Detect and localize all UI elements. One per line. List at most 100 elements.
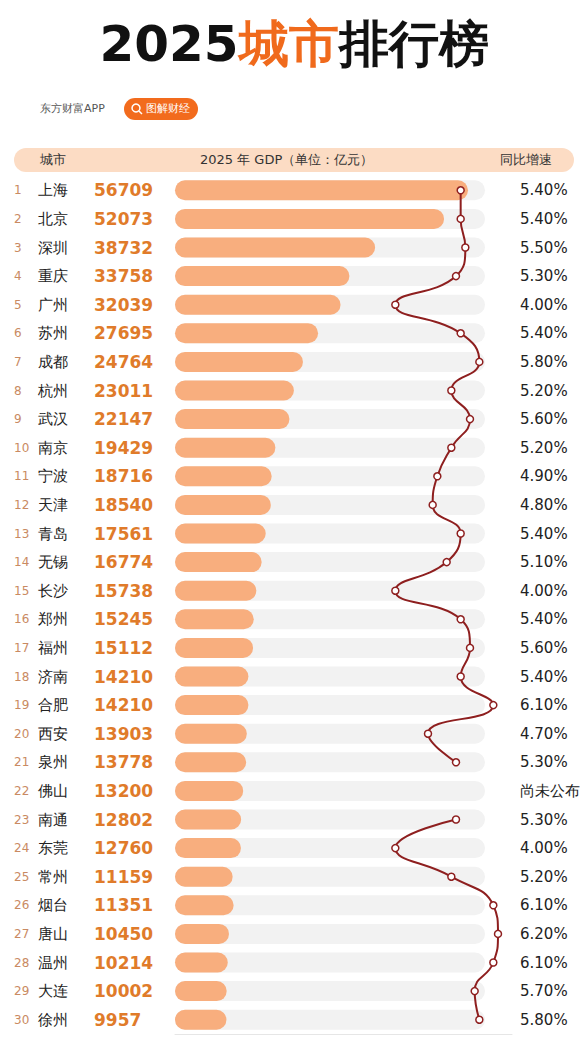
svg-text:5.80%: 5.80%	[520, 353, 568, 371]
svg-text:13778: 13778	[94, 752, 153, 772]
svg-text:5.30%: 5.30%	[520, 811, 568, 829]
svg-text:23011: 23011	[94, 381, 153, 401]
svg-text:5.30%: 5.30%	[520, 267, 568, 285]
svg-text:26: 26	[14, 898, 29, 912]
svg-text:5.80%: 5.80%	[520, 1011, 568, 1029]
svg-text:12: 12	[14, 498, 29, 512]
svg-text:5.20%: 5.20%	[520, 868, 568, 886]
svg-text:武汉: 武汉	[38, 410, 68, 428]
svg-text:北京: 北京	[38, 210, 68, 228]
svg-text:5.60%: 5.60%	[520, 410, 568, 428]
svg-text:青岛: 青岛	[38, 525, 68, 543]
svg-text:29: 29	[14, 984, 29, 998]
svg-text:东方财富APP: 东方财富APP	[40, 102, 105, 115]
svg-text:5: 5	[14, 298, 22, 312]
svg-text:图解财经: 图解财经	[146, 102, 190, 115]
svg-text:4.00%: 4.00%	[520, 839, 568, 857]
svg-text:东莞: 东莞	[38, 839, 68, 857]
svg-text:佛山: 佛山	[38, 782, 68, 800]
svg-text:33758: 33758	[94, 266, 153, 286]
svg-text:6.20%: 6.20%	[520, 925, 568, 943]
svg-text:广州: 广州	[38, 296, 68, 314]
svg-text:1: 1	[14, 183, 22, 197]
svg-text:温州: 温州	[38, 954, 68, 972]
svg-text:8: 8	[14, 384, 22, 398]
svg-text:6.10%: 6.10%	[520, 954, 568, 972]
svg-text:5.40%: 5.40%	[520, 610, 568, 628]
svg-text:27: 27	[14, 927, 29, 941]
svg-text:13903: 13903	[94, 724, 153, 744]
svg-text:13200: 13200	[94, 781, 153, 801]
svg-text:17: 17	[14, 641, 29, 655]
svg-text:重庆: 重庆	[38, 267, 68, 285]
svg-text:无锡: 无锡	[38, 553, 68, 571]
svg-text:11159: 11159	[94, 867, 153, 887]
svg-text:14210: 14210	[94, 667, 153, 687]
svg-text:5.70%: 5.70%	[520, 982, 568, 1000]
svg-text:22147: 22147	[94, 409, 153, 429]
svg-text:56709: 56709	[94, 180, 153, 200]
svg-text:16774: 16774	[94, 552, 153, 572]
svg-text:5.10%: 5.10%	[520, 553, 568, 571]
svg-text:5.40%: 5.40%	[520, 324, 568, 342]
svg-text:成都: 成都	[38, 353, 68, 371]
svg-text:2: 2	[14, 212, 22, 226]
svg-text:23: 23	[14, 813, 29, 827]
svg-text:6.10%: 6.10%	[520, 896, 568, 914]
svg-text:宁波: 宁波	[38, 467, 68, 485]
svg-text:5.40%: 5.40%	[520, 181, 568, 199]
svg-text:15: 15	[14, 584, 29, 598]
svg-text:烟台: 烟台	[38, 896, 68, 914]
svg-text:15738: 15738	[94, 581, 153, 601]
svg-text:5.20%: 5.20%	[520, 439, 568, 457]
svg-text:杭州: 杭州	[37, 382, 68, 400]
svg-text:5.40%: 5.40%	[520, 668, 568, 686]
svg-text:5.50%: 5.50%	[520, 239, 568, 257]
svg-text:18716: 18716	[94, 466, 153, 486]
svg-text:城市: 城市	[237, 15, 339, 73]
svg-text:4.70%: 4.70%	[520, 725, 568, 743]
svg-text:32039: 32039	[94, 295, 153, 315]
svg-text:4.00%: 4.00%	[520, 582, 568, 600]
svg-text:6.10%: 6.10%	[520, 696, 568, 714]
svg-text:3: 3	[14, 241, 22, 255]
svg-text:合肥: 合肥	[38, 696, 68, 714]
svg-text:15112: 15112	[94, 638, 153, 658]
svg-text:14210: 14210	[94, 695, 153, 715]
svg-text:19429: 19429	[94, 438, 153, 458]
svg-text:5.60%: 5.60%	[520, 639, 568, 657]
svg-text:4: 4	[14, 269, 22, 283]
svg-text:14: 14	[14, 555, 29, 569]
svg-text:24764: 24764	[94, 352, 153, 372]
svg-text:5.20%: 5.20%	[520, 382, 568, 400]
svg-text:上海: 上海	[38, 181, 68, 199]
svg-text:南通: 南通	[38, 811, 68, 829]
svg-text:15245: 15245	[94, 609, 153, 629]
svg-text:4.00%: 4.00%	[520, 296, 568, 314]
svg-text:2025 年 GDP（单位：亿元）: 2025 年 GDP（单位：亿元）	[200, 152, 373, 167]
svg-text:9957: 9957	[94, 1010, 141, 1030]
svg-text:2025: 2025	[99, 15, 238, 73]
svg-text:30: 30	[14, 1013, 29, 1027]
svg-text:21: 21	[14, 755, 29, 769]
svg-text:同比增速: 同比增速	[500, 152, 552, 167]
svg-text:6: 6	[14, 326, 22, 340]
svg-text:济南: 济南	[38, 668, 68, 686]
svg-text:常州: 常州	[38, 868, 68, 886]
svg-text:唐山: 唐山	[38, 925, 68, 943]
svg-text:10002: 10002	[94, 981, 153, 1001]
svg-text:20: 20	[14, 727, 29, 741]
svg-text:4.80%: 4.80%	[520, 496, 568, 514]
svg-text:52073: 52073	[94, 209, 153, 229]
svg-text:排行榜: 排行榜	[337, 15, 489, 73]
svg-text:大连: 大连	[38, 982, 68, 1000]
svg-text:5.40%: 5.40%	[520, 525, 568, 543]
svg-text:11: 11	[14, 469, 29, 483]
svg-text:尚未公布: 尚未公布	[520, 782, 580, 800]
svg-text:10214: 10214	[94, 953, 153, 973]
svg-text:5.30%: 5.30%	[520, 753, 568, 771]
svg-text:10: 10	[14, 441, 29, 455]
svg-text:18540: 18540	[94, 495, 153, 515]
svg-text:27695: 27695	[94, 323, 153, 343]
svg-text:16: 16	[14, 612, 29, 626]
